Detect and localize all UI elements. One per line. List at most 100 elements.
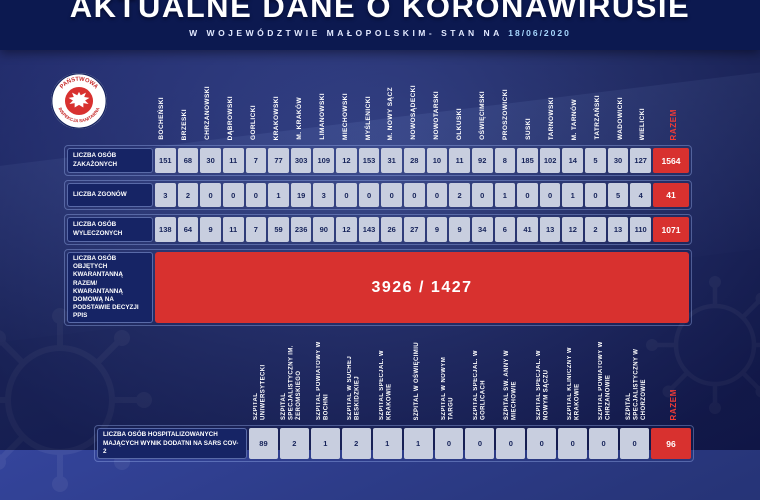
row-label-quarantine: LICZBA OSÓB OBJĘTYCH KWARANTANNĄ RAZEM/ …	[67, 252, 153, 323]
data-value-cell: 13	[608, 217, 629, 242]
data-value-cell: 68	[178, 148, 199, 173]
data-value-cell: 12	[336, 217, 357, 242]
data-value-cell: 303	[291, 148, 312, 173]
hospital-column-header: SZPITAL POWIATOWY W BOCHNI	[309, 338, 338, 420]
county-column-header-label: CHRZANOWSKI	[204, 86, 212, 140]
data-value-cell: 0	[585, 183, 606, 207]
data-value-cell: 0	[336, 183, 357, 207]
county-column-header: LIMANOWSKI	[312, 93, 333, 140]
data-value-cell: 1	[373, 428, 402, 459]
data-value-cell: 5	[585, 148, 606, 173]
data-value-cell: 41	[517, 217, 538, 242]
row-label-hospitalized: LICZBA OSÓB HOSPITALIZOWANYCH MAJĄCYCH W…	[97, 428, 247, 459]
data-value-cell: 2	[178, 183, 199, 207]
county-column-header: BOCHEŃSKI	[152, 97, 173, 140]
hospital-column-header-label: SZPITAL SPECJALISTYCZNY IM. ŻEROMSKIEGO	[281, 338, 304, 420]
data-value-cell: 0	[620, 428, 649, 459]
total-cell-deaths: 41	[653, 183, 689, 207]
data-value-cell: 1	[562, 183, 583, 207]
hospital-total-header: RAZEM	[654, 389, 694, 420]
sanitary-inspection-logo: PAŃSTWOWA INSPEKCJA SANITARNA	[50, 72, 108, 130]
data-value-cell: 9	[200, 217, 221, 242]
row-label-recovered: LICZBA OSÓB WYLECZONYCH	[67, 217, 153, 242]
county-column-header-label: M. NOWY SĄCZ	[387, 87, 395, 140]
hospital-column-header: SZPITAL SPECJAL. W GORLICACH	[466, 338, 495, 420]
data-value-cell: 2	[342, 428, 371, 459]
county-column-header-label: MIECHOWSKI	[342, 93, 350, 140]
data-value-cell: 1	[268, 183, 289, 207]
table-row-quarantine: LICZBA OSÓB OBJĘTYCH KWARANTANNĄ RAZEM/ …	[64, 249, 692, 326]
data-value-cell: 90	[313, 217, 334, 242]
county-column-header: NOWOSĄDECKI	[404, 85, 425, 140]
hospital-table: SZPITAL UNIWERSYTECKI SZPITAL SPECJALIST…	[94, 336, 694, 462]
data-value-cell: 13	[540, 217, 561, 242]
hospital-column-header-label: SZPITAL SPECJAL. W KRAKOWIE	[379, 338, 394, 420]
table-row-hospitalized: LICZBA OSÓB HOSPITALIZOWANYCH MAJĄCYCH W…	[94, 425, 694, 462]
hospital-column-header-label: SZPITAL W NOWYM TARGU	[441, 338, 456, 420]
data-value-cell: 0	[517, 183, 538, 207]
hospital-column-header: SZPITAL SPECJAL. W NOWYM SĄCZU	[528, 338, 557, 420]
county-column-header-label: LIMANOWSKI	[319, 93, 327, 140]
data-value-cell: 11	[223, 217, 244, 242]
county-column-header-label: OŚWIĘCIMSKI	[479, 91, 487, 140]
data-value-cell: 89	[249, 428, 278, 459]
county-column-header: OŚWIĘCIMSKI	[473, 91, 494, 140]
data-value-cell: 0	[589, 428, 618, 459]
data-value-cell: 14	[562, 148, 583, 173]
county-column-header: TATRZAŃSKI	[587, 95, 608, 140]
data-value-cell: 7	[246, 217, 267, 242]
data-value-cell: 10	[427, 148, 448, 173]
data-value-cell: 34	[472, 217, 493, 242]
data-value-cell: 185	[517, 148, 538, 173]
hospital-column-header: SZPITAL SPECJALISTYCZNY IM. ŻEROMSKIEGO	[277, 338, 306, 420]
data-value-cell: 4	[630, 183, 651, 207]
data-value-cell: 0	[200, 183, 221, 207]
county-column-header-label: M. KRAKÓW	[296, 97, 304, 140]
county-header-row: BOCHEŃSKI BRZESKI CHRZANOWSKI DĄBROWSKI …	[64, 62, 692, 140]
county-column-header: WADOWICKI	[610, 97, 631, 140]
data-value-cell: 31	[381, 148, 402, 173]
hospital-column-header: SZPITAL UNIWERSYTECKI	[246, 338, 275, 420]
county-column-header-label: TARNOWSKI	[548, 97, 556, 140]
county-column-header: KRAKOWSKI	[267, 96, 288, 140]
total-cell-recovered: 1071	[653, 217, 689, 242]
hospital-column-header: SZPITAL W SUCHEJ BESKIDZKIEJ	[340, 338, 369, 420]
data-value-cell: 27	[404, 217, 425, 242]
data-value-cell: 92	[472, 148, 493, 173]
county-column-header-label: GORLICKI	[250, 105, 258, 140]
hospital-column-header-label: SZPITAL POWIATOWY W BOCHNI	[316, 338, 331, 420]
data-value-cell: 9	[449, 217, 470, 242]
data-value-cell: 110	[630, 217, 651, 242]
county-column-header-label: DĄBROWSKI	[227, 96, 235, 140]
hospital-column-header: SZPITAL KLINICZNY W KRAKOWIE	[560, 338, 589, 420]
data-value-cell: 0	[472, 183, 493, 207]
data-value-cell: 102	[540, 148, 561, 173]
county-column-header: M. TARNÓW	[564, 99, 585, 140]
data-value-cell: 77	[268, 148, 289, 173]
data-value-cell: 64	[178, 217, 199, 242]
data-value-cell: 0	[427, 183, 448, 207]
data-value-cell: 3	[155, 183, 176, 207]
hospital-column-header-label: SZPITAL SPECJAL. W NOWYM SĄCZU	[536, 338, 551, 420]
hospital-header-row: SZPITAL UNIWERSYTECKI SZPITAL SPECJALIST…	[94, 336, 694, 420]
hospital-column-header-label: SZPITAL SPECJAL. W GORLICACH	[473, 338, 488, 420]
subtitle-text: W WOJEWÓDZTWIE MAŁOPOLSKIM- STAN NA	[189, 28, 502, 38]
data-value-cell: 0	[558, 428, 587, 459]
county-column-header-label: NOWOTARSKI	[433, 91, 441, 140]
hospital-column-header-label: SZPITAL W SUCHEJ BESKIDZKIEJ	[347, 338, 362, 420]
data-value-cell: 11	[449, 148, 470, 173]
county-column-header-label: M. TARNÓW	[571, 99, 579, 140]
data-value-cell: 0	[527, 428, 556, 459]
data-value-cell: 3	[313, 183, 334, 207]
county-column-header: TARNOWSKI	[541, 97, 562, 140]
total-cell-hospitalized: 96	[651, 428, 691, 459]
title-bar: AKTUALNE DANE O KORONAWIRUSIE W WOJEWÓDZ…	[0, 0, 760, 50]
data-value-cell: 153	[359, 148, 380, 173]
data-value-cell: 12	[562, 217, 583, 242]
county-column-header-label: BRZESKI	[181, 109, 189, 140]
report-date: 18/06/2020	[508, 28, 571, 38]
county-column-header: WIELICKI	[633, 108, 654, 140]
data-value-cell: 1	[495, 183, 516, 207]
data-value-cell: 1	[404, 428, 433, 459]
county-column-header-label: PROSZOWICKI	[502, 89, 510, 140]
